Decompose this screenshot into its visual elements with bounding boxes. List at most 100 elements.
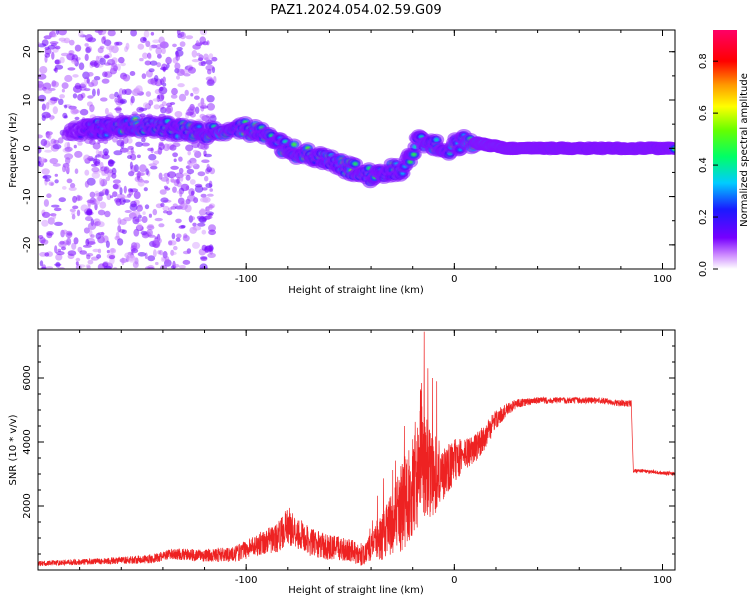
spectrogram-noise-cell <box>72 195 78 203</box>
figure-title: PAZ1.2024.054.02.59.G09 <box>270 3 441 18</box>
spectrogram-noise-cell <box>55 253 63 261</box>
spectrogram-noise-cell <box>149 45 153 51</box>
spectrogram-noise-cell <box>76 209 81 217</box>
spectrogram-noise-cell <box>83 227 90 234</box>
spectrogram-noise-cell <box>112 191 118 198</box>
spectrogram-noise-cell <box>108 255 116 260</box>
spectrogram-noise-cell <box>39 237 46 244</box>
spectrogram-noise-cell <box>47 45 56 50</box>
spectrogram-noise-cell <box>196 52 201 57</box>
spectrogram-noise-cell <box>170 177 175 183</box>
spectrogram-noise-cell <box>78 62 85 70</box>
spectrogram-noise-cell <box>119 195 129 199</box>
spectrogram-noise-cell <box>39 157 45 164</box>
spectrogram-noise-cell <box>206 95 215 103</box>
snr-ylabel: SNR (10 * v/v) <box>8 414 19 485</box>
spectrogram-noise-cell <box>161 47 166 55</box>
spectrogram-noise-cell <box>155 47 162 55</box>
spectrogram-noise-cell <box>192 222 197 227</box>
spectrogram-noise-cell <box>54 45 61 50</box>
spectrogram-noise-cell <box>190 190 195 196</box>
spectrogram-noise-cell <box>192 226 202 231</box>
spectrogram-noise-cell <box>58 197 66 203</box>
spectrogram-noise-cell <box>162 205 170 211</box>
spectrogram-noise-cell <box>76 194 81 202</box>
spectrogram-noise-cell <box>99 177 103 186</box>
spectrogram-noise-cell <box>38 73 47 80</box>
spectrogram-noise-cell <box>70 182 76 189</box>
spectrogram-noise-cell <box>197 102 206 108</box>
spectrogram-noise-cell <box>61 246 66 251</box>
spectrogram-noise-cell <box>70 108 79 115</box>
spectrogram-noise-cell <box>199 113 206 119</box>
colorbar-label: Normalized spectral amplitude <box>739 73 750 227</box>
spectrogram-noise-cell <box>147 78 155 85</box>
spectrogram-noise-cell <box>112 179 121 184</box>
spectrogram-ridge-cell <box>353 162 357 166</box>
spectrogram-noise-cell <box>194 183 203 188</box>
spectrogram-noise-cell <box>145 91 152 97</box>
spectrogram-noise-cell <box>61 82 69 89</box>
spectrogram-noise-cell <box>166 177 170 185</box>
spectrogram-noise-cell <box>62 229 68 235</box>
spectrogram-ridge-cell <box>412 153 416 156</box>
spectrogram-noise-cell <box>127 145 134 150</box>
spectrogram-noise-cell <box>84 43 89 47</box>
spectrogram-noise-cell <box>106 249 110 254</box>
spectrogram-noise-cell <box>159 189 167 195</box>
spectrogram-noise-cell <box>123 185 127 194</box>
spectrogram-noise-cell <box>137 43 145 50</box>
spectrogram-noise-cell <box>122 199 131 203</box>
spectrogram-noise-cell <box>109 195 114 199</box>
colorbar-tick-label: 0.0 <box>698 261 709 277</box>
spectrogram-noise-cell <box>108 160 116 165</box>
spectrogram-noise-cell <box>195 106 200 114</box>
spectrogram-noise-cell <box>187 194 196 202</box>
spectrogram-noise-cell <box>75 257 81 262</box>
spectrogram-noise-cell <box>157 250 162 255</box>
spectrogram-noise-cell <box>167 171 177 179</box>
spectrogram-noise-cell <box>52 213 57 220</box>
spectrogram-noise-cell <box>64 74 73 83</box>
spectrogram-noise-cell <box>136 204 144 212</box>
spectrogram-noise-cell <box>114 97 118 103</box>
spectrogram-noise-cell <box>44 149 52 153</box>
spectrogram-noise-cell <box>147 224 154 229</box>
spectrogram-noise-cell <box>155 44 163 50</box>
spectrogram-noise-cell <box>44 52 51 58</box>
spectrogram-noise-cell <box>173 158 177 163</box>
spectrogram-noise-cell <box>147 255 156 262</box>
spectrogram-noise-cell <box>64 146 73 152</box>
spectrogram-noise-cell <box>205 59 213 65</box>
spectrogram-noise-cell <box>141 216 148 223</box>
spectrogram-noise-cell <box>62 165 66 173</box>
spectrogram-noise-cell <box>77 141 83 146</box>
spectrogram-noise-cell <box>95 198 100 205</box>
spectrogram-noise-cell <box>115 231 120 239</box>
spectrogram-noise-cell <box>90 234 95 238</box>
spectrogram-noise-cell <box>39 66 48 74</box>
spectrogram-noise-cell <box>141 142 150 147</box>
spectrogram-noise-cell <box>137 179 145 187</box>
spectrogram-noise-cell <box>175 218 182 224</box>
spectrogram-noise-cell <box>163 143 170 152</box>
spectrogram-noise-cell <box>79 108 89 116</box>
spectrogram-noise-cell <box>82 244 92 248</box>
spectrogram-noise-cell <box>130 153 137 161</box>
spectrogram-noise-cell <box>87 259 94 265</box>
snr-xlabel: Height of straight line (km) <box>288 585 424 596</box>
spectrogram-noise-cell <box>89 62 99 66</box>
spectrogram-noise-cell <box>107 112 113 118</box>
y-tick-label: 20 <box>22 45 33 58</box>
spectrogram-noise-cell <box>121 229 127 235</box>
spectrogram-noise-cell <box>75 261 79 266</box>
spectrogram-noise-cell <box>107 30 116 37</box>
spectrogram-noise-cell <box>100 97 108 102</box>
spectrogram-noise-cell <box>154 75 159 82</box>
spectrogram-noise-cell <box>133 191 141 200</box>
spectrogram-noise-cell <box>176 46 183 51</box>
spectrogram-noise-cell <box>64 104 68 109</box>
spectrogram-noise-cell <box>69 39 75 46</box>
spectrogram-noise-cell <box>86 199 95 204</box>
spectrogram-noise-cell <box>114 41 120 46</box>
